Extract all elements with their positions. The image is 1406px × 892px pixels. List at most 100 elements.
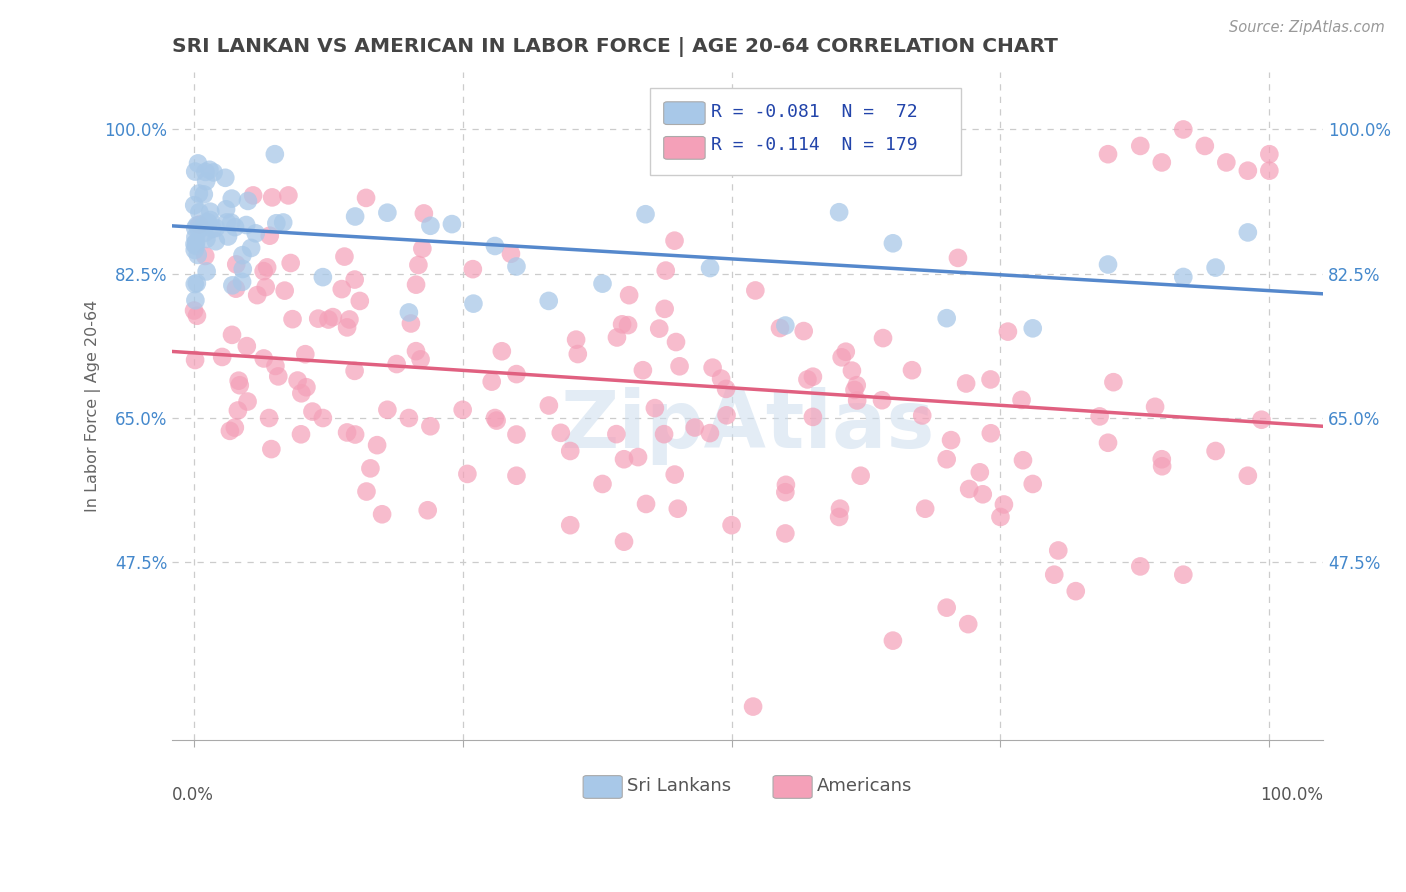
Point xyxy=(796,372,818,386)
Point xyxy=(1237,468,1260,483)
Point xyxy=(828,205,851,219)
Point xyxy=(312,411,335,425)
Point xyxy=(882,236,904,251)
Point xyxy=(204,234,226,248)
Point xyxy=(652,427,675,442)
Point xyxy=(184,230,207,244)
Point xyxy=(253,264,276,278)
Point xyxy=(997,325,1019,339)
Point xyxy=(219,424,242,438)
Point xyxy=(560,518,582,533)
Point xyxy=(349,293,371,308)
Point xyxy=(225,257,247,271)
Point xyxy=(231,275,253,289)
Point xyxy=(835,344,858,359)
Point xyxy=(399,317,422,331)
Point xyxy=(184,164,207,178)
Point xyxy=(969,465,991,479)
Point xyxy=(290,427,312,442)
Point xyxy=(307,311,329,326)
Point xyxy=(1173,122,1195,136)
Text: Sri Lankans: Sri Lankans xyxy=(627,777,731,796)
Point xyxy=(440,217,463,231)
Point xyxy=(225,282,247,296)
Point xyxy=(231,248,253,262)
Point xyxy=(1088,409,1111,424)
Point xyxy=(613,452,636,467)
Point xyxy=(385,357,408,371)
Point xyxy=(184,221,207,235)
Point xyxy=(184,239,207,253)
Point xyxy=(742,699,765,714)
Point xyxy=(1150,452,1173,467)
Point xyxy=(253,351,276,366)
Point xyxy=(195,264,218,278)
Point xyxy=(215,202,238,217)
Point xyxy=(215,215,238,229)
Point xyxy=(631,363,654,377)
Point xyxy=(184,293,207,308)
Point xyxy=(845,378,868,392)
Point xyxy=(634,497,657,511)
Point xyxy=(254,280,277,294)
Point xyxy=(301,404,323,418)
FancyBboxPatch shape xyxy=(664,102,706,125)
Point xyxy=(990,510,1012,524)
Point xyxy=(184,277,207,291)
Point xyxy=(232,262,254,277)
Point xyxy=(1102,375,1125,389)
Point xyxy=(665,334,688,349)
Point xyxy=(939,433,962,447)
Point xyxy=(214,170,236,185)
Point xyxy=(654,301,676,316)
Point xyxy=(295,380,318,394)
Point xyxy=(565,333,588,347)
Point xyxy=(1205,444,1227,458)
Point xyxy=(648,321,671,335)
Point xyxy=(560,444,582,458)
Point xyxy=(193,187,215,202)
Point xyxy=(1022,321,1045,335)
Point xyxy=(290,386,312,401)
Point xyxy=(263,147,285,161)
Point xyxy=(505,468,527,483)
Point xyxy=(193,226,215,240)
Point xyxy=(627,450,650,464)
Point xyxy=(204,221,226,235)
Point xyxy=(187,248,209,262)
Point xyxy=(550,425,572,440)
Point xyxy=(259,228,281,243)
Point xyxy=(419,419,441,434)
Point xyxy=(485,414,508,428)
Point xyxy=(664,467,686,482)
Point xyxy=(183,237,205,252)
Point xyxy=(318,312,340,326)
Point xyxy=(505,260,527,274)
Point xyxy=(1152,459,1174,474)
Point xyxy=(592,277,614,291)
Point xyxy=(1258,163,1281,178)
Point xyxy=(935,600,957,615)
Point xyxy=(183,198,205,212)
Point xyxy=(972,487,994,501)
Point xyxy=(264,359,287,373)
Point xyxy=(484,239,506,253)
Point xyxy=(1097,435,1119,450)
Point xyxy=(262,190,284,204)
Point xyxy=(336,320,359,334)
Point xyxy=(710,371,733,385)
Point xyxy=(1012,453,1035,467)
Point xyxy=(273,284,295,298)
Point xyxy=(828,501,851,516)
Point xyxy=(1047,543,1070,558)
Point xyxy=(1173,567,1195,582)
Point xyxy=(281,312,304,326)
Point xyxy=(405,277,427,292)
Point xyxy=(537,399,560,413)
Point xyxy=(613,534,636,549)
Point xyxy=(1237,226,1260,240)
Point xyxy=(1011,392,1033,407)
Point xyxy=(187,156,209,170)
Point xyxy=(416,503,439,517)
Point xyxy=(412,206,434,220)
